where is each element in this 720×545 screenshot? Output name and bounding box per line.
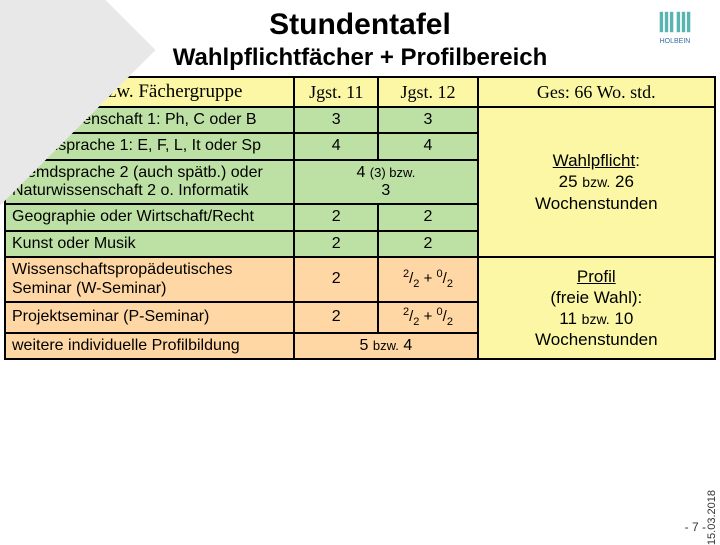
cell-span: 4 (3) bzw.3 [294, 160, 477, 205]
cell-j12: 2 [378, 204, 477, 230]
cell-j11: 3 [294, 107, 378, 133]
cell-fach: Wissenschaftspropädeutisches Seminar (W-… [5, 257, 294, 302]
header-j11: Jgst. 11 [294, 77, 378, 107]
cell-fach: Geographie oder Wirtschaft/Recht [5, 204, 294, 230]
cell-j11: 2 [294, 257, 378, 302]
table-row: Naturwissenschaft 1: Ph, C oder B 3 3 Wa… [5, 107, 715, 133]
cell-j11: 2 [294, 302, 378, 333]
side-date: 15.03.2018 [706, 490, 718, 545]
cell-fach: Kunst oder Musik [5, 231, 294, 257]
cell-fach: Projektseminar (P-Seminar) [5, 302, 294, 333]
logo: HOLBEIN [640, 8, 710, 45]
stundentafel-table: Fach bzw. Fächergruppe Jgst. 11 Jgst. 12… [4, 76, 716, 360]
cell-j11: 4 [294, 133, 378, 159]
merged-profil: Profil (freie Wahl): 11 bzw. 10 Wochenst… [478, 257, 715, 359]
cell-j12: 4 [378, 133, 477, 159]
cell-j12-frac: 2/2 + 0/2 [378, 302, 477, 333]
cell-j11: 2 [294, 204, 378, 230]
cell-j12: 3 [378, 107, 477, 133]
cell-j11: 2 [294, 231, 378, 257]
page-number: - 7 - [685, 520, 706, 534]
cell-j12: 2 [378, 231, 477, 257]
cell-fach: Fremdsprache 2 (auch spätb.) oder Naturw… [5, 160, 294, 205]
table-row: Wissenschaftspropädeutisches Seminar (W-… [5, 257, 715, 302]
cell-span: 5 bzw. 4 [294, 333, 477, 359]
cell-j12-frac: 2/2 + 0/2 [378, 257, 477, 302]
header-ges: Ges: 66 Wo. std. [478, 77, 715, 107]
merged-wahlpflicht: Wahlpflicht: 25 bzw. 26 Wochenstunden [478, 107, 715, 257]
header-j12: Jgst. 12 [378, 77, 477, 107]
cell-fach: weitere individuelle Profilbildung [5, 333, 294, 359]
logo-text: HOLBEIN [640, 38, 710, 45]
